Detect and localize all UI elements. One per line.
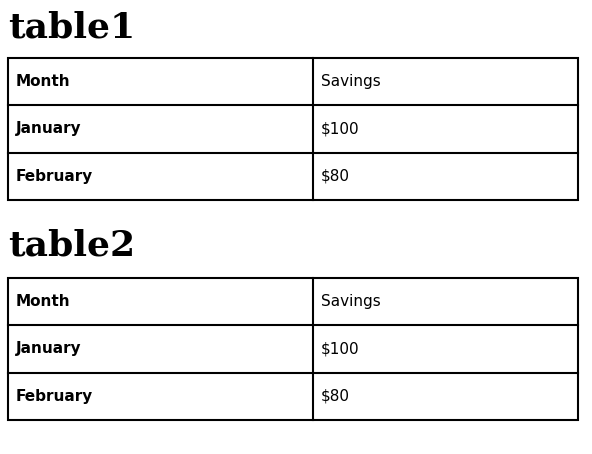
Text: $100: $100 [321,122,359,137]
Text: Savings: Savings [321,74,381,89]
Bar [8,278,578,420]
Text: table1: table1 [8,10,135,44]
Text: $80: $80 [321,169,350,184]
Bar [8,58,578,200]
Text: February: February [16,389,94,404]
Text: Savings: Savings [321,294,381,309]
Text: January: January [16,341,82,356]
Text: table2: table2 [8,228,135,262]
Text: $80: $80 [321,389,350,404]
Text: January: January [16,122,82,137]
Text: February: February [16,169,94,184]
Text: Month: Month [16,74,70,89]
Text: Month: Month [16,294,70,309]
Text: $100: $100 [321,341,359,356]
